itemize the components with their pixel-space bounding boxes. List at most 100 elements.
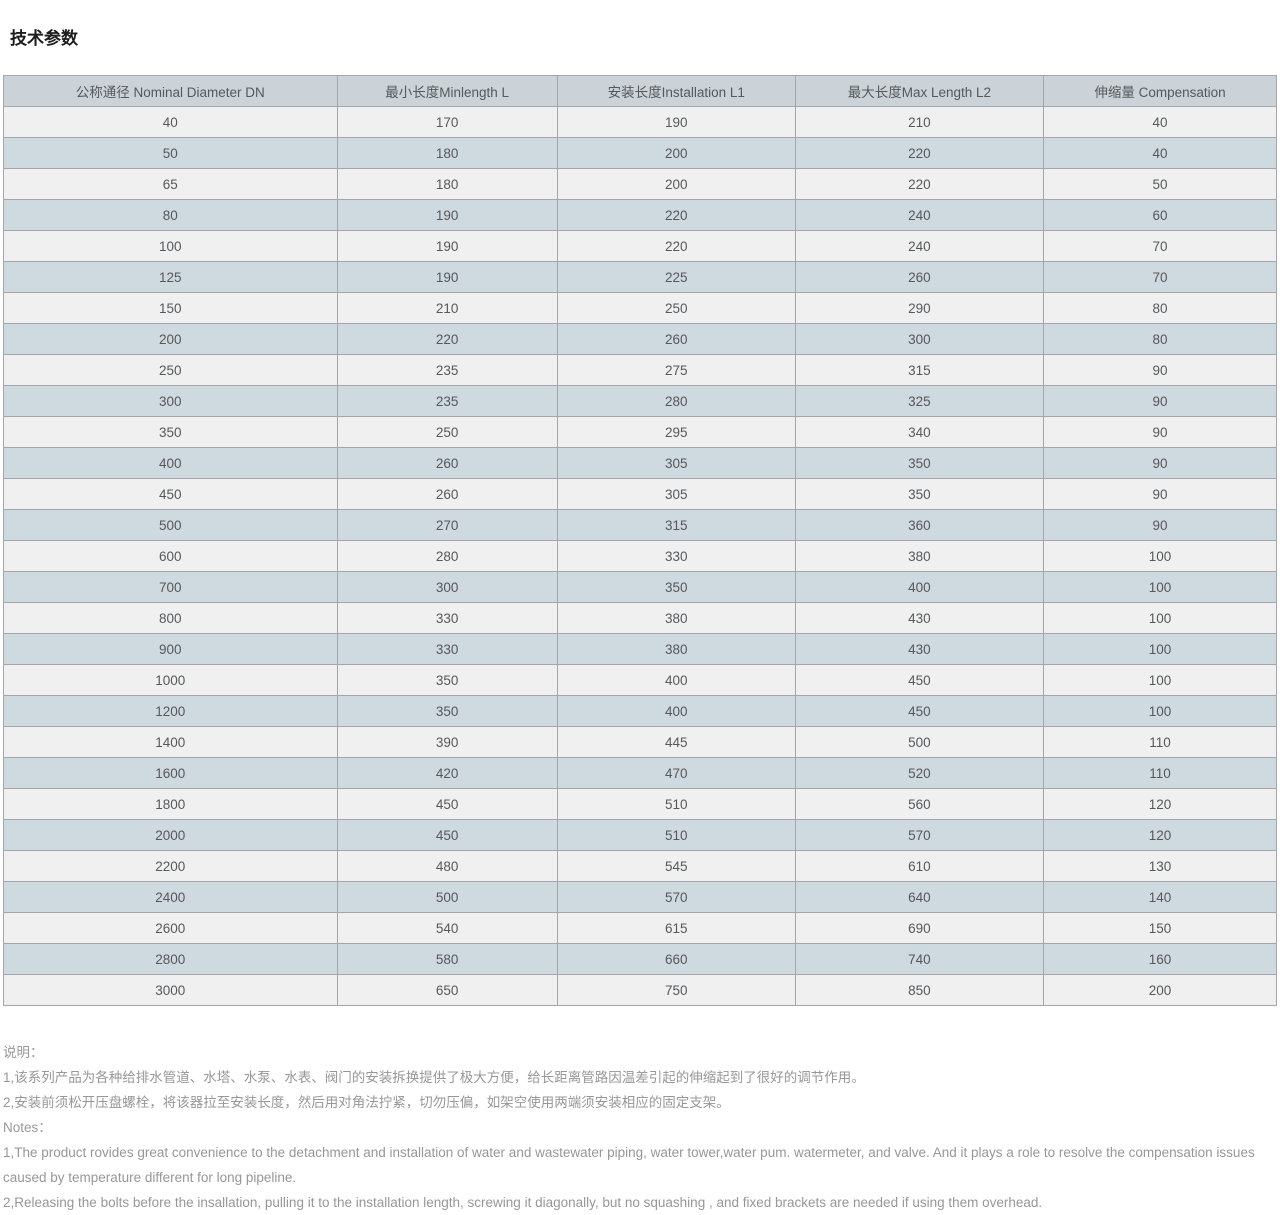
table-cell: 1600 <box>3 757 338 789</box>
table-cell: 350 <box>336 664 558 696</box>
table-cell: 40 <box>1043 106 1277 138</box>
table-cell: 225 <box>556 261 796 293</box>
table-cell: 90 <box>1043 416 1277 448</box>
table-row: 2800 580 660 740 160 <box>3 943 1277 975</box>
table-cell: 850 <box>794 974 1045 1006</box>
table-cell: 480 <box>336 850 558 882</box>
table-cell: 570 <box>556 881 796 913</box>
table-cell: 275 <box>556 354 796 386</box>
table-cell: 200 <box>556 137 796 169</box>
table-cell: 350 <box>3 416 338 448</box>
header-installation-length: 安装长度Installation L1 <box>556 75 796 107</box>
table-cell: 360 <box>794 509 1045 541</box>
table-row: 600 280 330 380 100 <box>3 540 1277 572</box>
table-cell: 190 <box>336 199 558 231</box>
table-cell: 520 <box>794 757 1045 789</box>
table-cell: 330 <box>336 633 558 665</box>
table-cell: 290 <box>794 292 1045 324</box>
table-cell: 315 <box>556 509 796 541</box>
table-cell: 380 <box>556 633 796 665</box>
table-cell: 270 <box>336 509 558 541</box>
table-row: 800 330 380 430 100 <box>3 602 1277 634</box>
table-cell: 190 <box>336 230 558 262</box>
table-cell: 325 <box>794 385 1045 417</box>
table-cell: 220 <box>556 230 796 262</box>
table-cell: 450 <box>794 695 1045 727</box>
table-cell: 650 <box>336 974 558 1006</box>
table-row: 40 170 190 210 40 <box>3 106 1277 138</box>
table-cell: 450 <box>336 788 558 820</box>
table-cell: 570 <box>794 819 1045 851</box>
table-cell: 420 <box>336 757 558 789</box>
table-cell: 400 <box>3 447 338 479</box>
table-cell: 380 <box>794 540 1045 572</box>
table-cell: 3000 <box>3 974 338 1006</box>
table-cell: 660 <box>556 943 796 975</box>
table-cell: 100 <box>1043 602 1277 634</box>
table-cell: 250 <box>3 354 338 386</box>
table-row: 350 250 295 340 90 <box>3 416 1277 448</box>
table-cell: 90 <box>1043 478 1277 510</box>
table-cell: 330 <box>556 540 796 572</box>
table-cell: 220 <box>794 168 1045 200</box>
table-cell: 100 <box>1043 571 1277 603</box>
table-row: 2600 540 615 690 150 <box>3 912 1277 944</box>
table-cell: 610 <box>794 850 1045 882</box>
table-cell: 110 <box>1043 726 1277 758</box>
table-cell: 510 <box>556 819 796 851</box>
table-cell: 450 <box>3 478 338 510</box>
table-row: 900 330 380 430 100 <box>3 633 1277 665</box>
table-row: 300 235 280 325 90 <box>3 385 1277 417</box>
table-cell: 140 <box>1043 881 1277 913</box>
header-compensation: 伸缩量 Compensation <box>1043 75 1277 107</box>
table-cell: 125 <box>3 261 338 293</box>
table-cell: 430 <box>794 602 1045 634</box>
table-row: 2400 500 570 640 140 <box>3 881 1277 913</box>
table-cell: 240 <box>794 230 1045 262</box>
table-cell: 300 <box>336 571 558 603</box>
table-cell: 280 <box>556 385 796 417</box>
table-cell: 260 <box>336 478 558 510</box>
table-cell: 305 <box>556 478 796 510</box>
spec-table-head: 公称通径 Nominal Diameter DN 最小长度Minlength L… <box>3 75 1277 107</box>
table-cell: 90 <box>1043 509 1277 541</box>
table-cell: 445 <box>556 726 796 758</box>
table-cell: 130 <box>1043 850 1277 882</box>
table-cell: 2600 <box>3 912 338 944</box>
table-cell: 120 <box>1043 788 1277 820</box>
table-row: 1200 350 400 450 100 <box>3 695 1277 727</box>
table-cell: 65 <box>3 168 338 200</box>
table-cell: 100 <box>1043 633 1277 665</box>
table-cell: 295 <box>556 416 796 448</box>
table-cell: 100 <box>1043 695 1277 727</box>
table-cell: 740 <box>794 943 1045 975</box>
table-body: 40 170 190 210 40 50 180 200 220 40 65 180 200 220 50 8… <box>3 106 1277 1006</box>
table-cell: 200 <box>3 323 338 355</box>
table-cell: 900 <box>3 633 338 665</box>
table-cell: 80 <box>3 199 338 231</box>
table-cell: 300 <box>3 385 338 417</box>
table-cell: 90 <box>1043 354 1277 386</box>
table-cell: 700 <box>3 571 338 603</box>
table-row: 200 220 260 300 80 <box>3 323 1277 355</box>
table-cell: 640 <box>794 881 1045 913</box>
table-cell: 750 <box>556 974 796 1006</box>
table-cell: 1000 <box>3 664 338 696</box>
table-row: 1400 390 445 500 110 <box>3 726 1277 758</box>
header-nominal-diameter: 公称通径 Nominal Diameter DN <box>3 75 338 107</box>
table-cell: 400 <box>556 695 796 727</box>
table-cell: 40 <box>3 106 338 138</box>
table-cell: 560 <box>794 788 1045 820</box>
table-cell: 450 <box>794 664 1045 696</box>
table-cell: 390 <box>336 726 558 758</box>
table-cell: 50 <box>1043 168 1277 200</box>
table-row: 500 270 315 360 90 <box>3 509 1277 541</box>
table-cell: 350 <box>794 478 1045 510</box>
notes-cn-label: 说明： <box>3 1045 44 1060</box>
table-cell: 90 <box>1043 385 1277 417</box>
table-cell: 120 <box>1043 819 1277 851</box>
table-cell: 250 <box>556 292 796 324</box>
table-cell: 235 <box>336 354 558 386</box>
header-max-length: 最大长度Max Length L2 <box>794 75 1045 107</box>
page: 技术参数 公称通径 Nominal Diameter DN 最小长度Minlen… <box>0 24 1280 1215</box>
